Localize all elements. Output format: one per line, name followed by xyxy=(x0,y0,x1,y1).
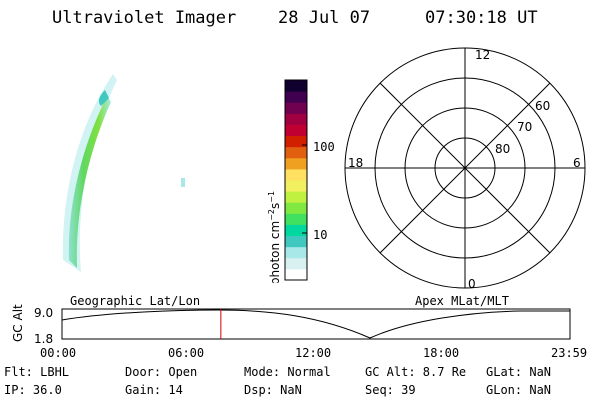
colorbar-cell xyxy=(285,268,307,281)
aurora-arc xyxy=(68,96,111,268)
dsp-info: Dsp: NaN xyxy=(244,383,302,397)
instrument-title: Ultraviolet Imager xyxy=(52,8,237,28)
orbit-strip: GC Alt 9.0 1.8 xyxy=(11,304,571,346)
colorbar-cell xyxy=(285,246,307,259)
color-bar: photon cm−2s−1 xyxy=(267,79,308,283)
polar-diagonal-2 xyxy=(379,82,551,254)
orbit-ytick-low: 1.8 xyxy=(34,332,53,346)
colorbar-cell xyxy=(285,180,307,192)
colorbar-cell xyxy=(285,80,307,92)
gc-alt-info: GC Alt: 8.7 Re xyxy=(365,365,467,379)
mlt-label-0: 0 xyxy=(468,277,476,290)
date-label: 28 Jul 07 xyxy=(278,8,371,28)
colorbar-tick-10: 10 xyxy=(313,228,328,242)
colorbar-cell xyxy=(285,191,307,203)
colorbar-cell xyxy=(285,224,307,237)
time-label: 07:30:18 UT xyxy=(425,8,538,28)
gain-info: Gain: 14 xyxy=(125,383,183,397)
colorbar-cell xyxy=(285,157,307,170)
mlt-label-6: 6 xyxy=(573,156,581,170)
colorbar-cell xyxy=(285,91,307,103)
geographic-caption: Geographic Lat/Lon xyxy=(70,294,201,308)
colorbar-cell xyxy=(285,124,307,137)
ip-info: IP: 36.0 xyxy=(4,383,62,397)
aurora-patch xyxy=(181,178,185,187)
orbit-frame xyxy=(61,308,571,340)
xtick-1200: 12:00 xyxy=(295,346,332,360)
lat-label-60: 60 xyxy=(535,99,550,113)
mode-info: Mode: Normal xyxy=(244,365,331,379)
colorbar-tick-100: 100 xyxy=(313,140,335,154)
colorbar-cell xyxy=(285,102,307,114)
apex-caption: Apex MLat/MLT xyxy=(415,294,509,308)
colorbar-cell xyxy=(285,202,307,214)
xtick-0000: 00:00 xyxy=(40,346,77,360)
lat-label-70: 70 xyxy=(517,120,532,134)
mlt-label-12: 12 xyxy=(475,48,490,62)
colorbar-cell xyxy=(285,168,307,181)
glat-info: GLat: NaN xyxy=(486,365,552,379)
polar-plot: 12 18 6 0 60 70 80 xyxy=(344,47,586,290)
colorbar-cell xyxy=(285,135,307,148)
filter-info: Flt: LBHL xyxy=(4,365,70,379)
colorbar-cell xyxy=(285,235,307,248)
colorbar-cell xyxy=(285,257,307,270)
lat-label-80: 80 xyxy=(495,142,510,156)
aurora-image xyxy=(62,74,185,272)
colorbar-cell xyxy=(285,146,307,159)
glon-info: GLon: NaN xyxy=(486,383,552,397)
xtick-0600: 06:00 xyxy=(168,346,205,360)
xtick-2359: 23:59 xyxy=(551,346,588,360)
colorbar-cell xyxy=(285,113,307,125)
colorbar-label: photon cm−2s−1 xyxy=(267,191,282,283)
colorbar-cell xyxy=(285,213,307,225)
seq-info: Seq: 39 xyxy=(365,383,416,397)
door-info: Door: Open xyxy=(125,365,198,379)
orbit-ytick-high: 9.0 xyxy=(34,306,53,320)
orbit-ylabel: GC Alt xyxy=(11,304,25,342)
xtick-1800: 18:00 xyxy=(423,346,460,360)
mlt-label-18: 18 xyxy=(348,156,363,170)
altitude-curve xyxy=(61,309,570,339)
